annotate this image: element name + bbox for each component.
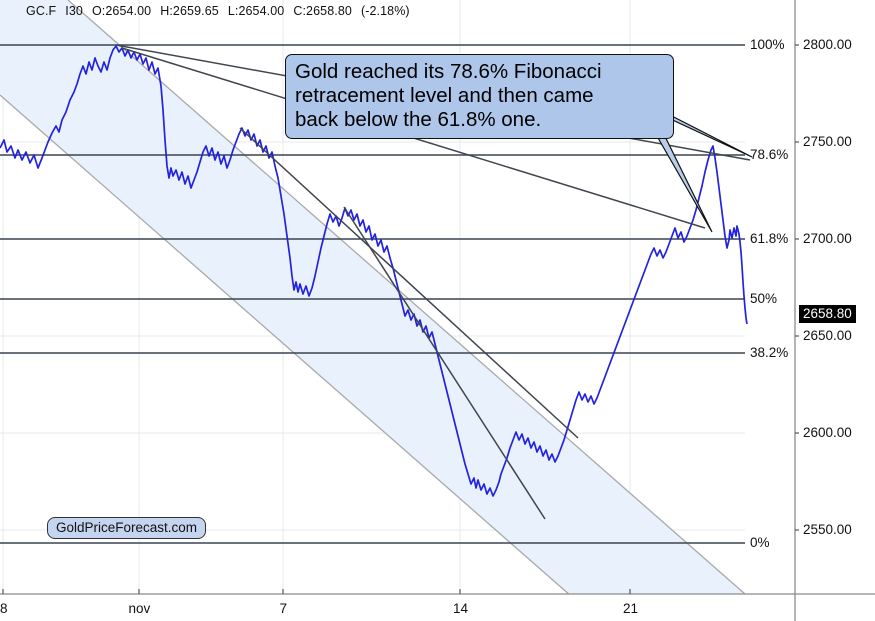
annotation-line-3: back below the 61.8% one.	[295, 107, 542, 131]
channel-upper-line	[67, 0, 746, 595]
header-symbol: GC.F	[26, 4, 57, 18]
chart-header: GC.F I30 O:2654.00 H:2659.65 L:2654.00 C:2658…	[26, 4, 419, 18]
price-label-2700.00: 2700.00	[803, 231, 852, 246]
date-label-8: 8	[0, 601, 8, 616]
fib-label-78.6%: 78.6%	[750, 147, 789, 162]
price-label-2550.00: 2550.00	[803, 522, 852, 537]
price-label-2600.00: 2600.00	[803, 425, 852, 440]
annotation-callout: Gold reached its 78.6% Fibonacci retrace…	[285, 54, 674, 140]
price-label-2650.00: 2650.00	[803, 328, 852, 343]
header-change: (-2.18%)	[360, 4, 410, 18]
date-label-7: 7	[279, 601, 288, 616]
trendline-fan-4	[343, 206, 546, 520]
fib-label-61.8%: 61.8%	[750, 231, 789, 246]
header-close: C:2658.80	[293, 4, 352, 18]
date-label-nov: nov	[128, 601, 151, 616]
channel-fill	[0, 0, 745, 594]
fib-label-50%: 50%	[750, 291, 778, 306]
annotation-line-2: retracement level and then came	[295, 83, 594, 107]
header-open: O:2654.00	[91, 4, 152, 18]
date-label-21: 21	[623, 601, 639, 616]
header-high: H:2659.65	[160, 4, 219, 18]
date-label-14: 14	[453, 601, 469, 616]
watermark-badge: GoldPriceForecast.com	[47, 517, 207, 539]
header-low: L:2654.00	[227, 4, 285, 18]
fib-label-0%: 0%	[750, 535, 770, 550]
fib-label-38.2%: 38.2%	[750, 345, 789, 360]
trendline-fan-3	[239, 127, 579, 439]
price-label-2750.00: 2750.00	[803, 134, 852, 149]
current-price-tag: 2658.80	[799, 305, 856, 323]
annotation-line-1: Gold reached its 78.6% Fibonacci	[295, 60, 602, 83]
fib-label-100%: 100%	[750, 37, 785, 52]
channel-lower-line	[0, 94, 570, 595]
header-interval: I30	[65, 4, 83, 18]
price-label-2800.00: 2800.00	[803, 37, 852, 52]
